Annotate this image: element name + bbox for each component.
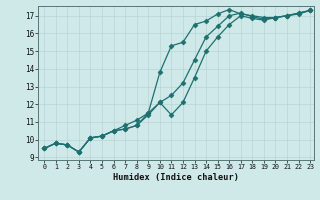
- X-axis label: Humidex (Indice chaleur): Humidex (Indice chaleur): [113, 173, 239, 182]
